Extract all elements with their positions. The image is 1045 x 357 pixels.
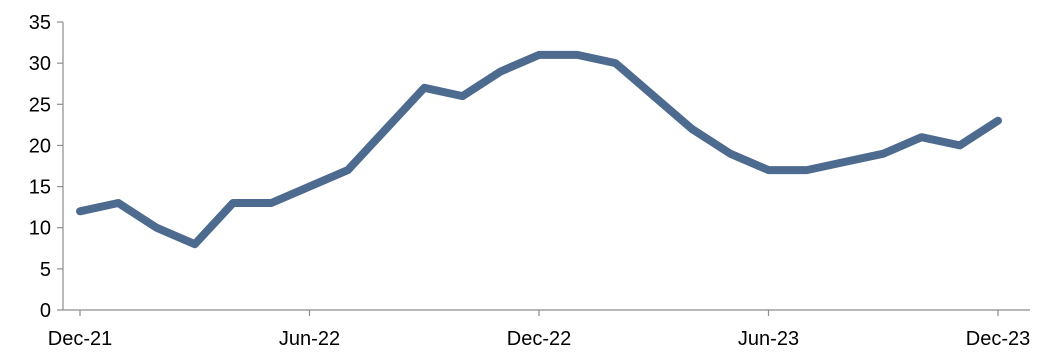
y-tick-label: 15 [29, 177, 51, 199]
y-tick-label: 0 [40, 300, 51, 322]
y-tick-label: 35 [29, 12, 51, 34]
y-axis-ticks: 0 5 10 15 20 25 30 35 [29, 12, 63, 322]
y-tick-label: 30 [29, 53, 51, 75]
x-axis-ticks: Dec-21 Jun-22 Dec-22 Jun-23 Dec-23 [48, 310, 1030, 350]
y-tick-label: 20 [29, 135, 51, 157]
y-tick-label: 10 [29, 218, 51, 240]
x-tick-label: Jun-23 [738, 328, 799, 350]
series-line [76, 50, 1002, 249]
x-tick-label: Dec-22 [507, 328, 571, 350]
x-tick-label: Dec-23 [966, 328, 1030, 350]
series-layer [76, 50, 1002, 249]
y-tick-label: 5 [40, 259, 51, 281]
x-tick-label: Jun-22 [279, 328, 340, 350]
x-tick-label: Dec-21 [48, 328, 112, 350]
y-tick-label: 25 [29, 94, 51, 116]
